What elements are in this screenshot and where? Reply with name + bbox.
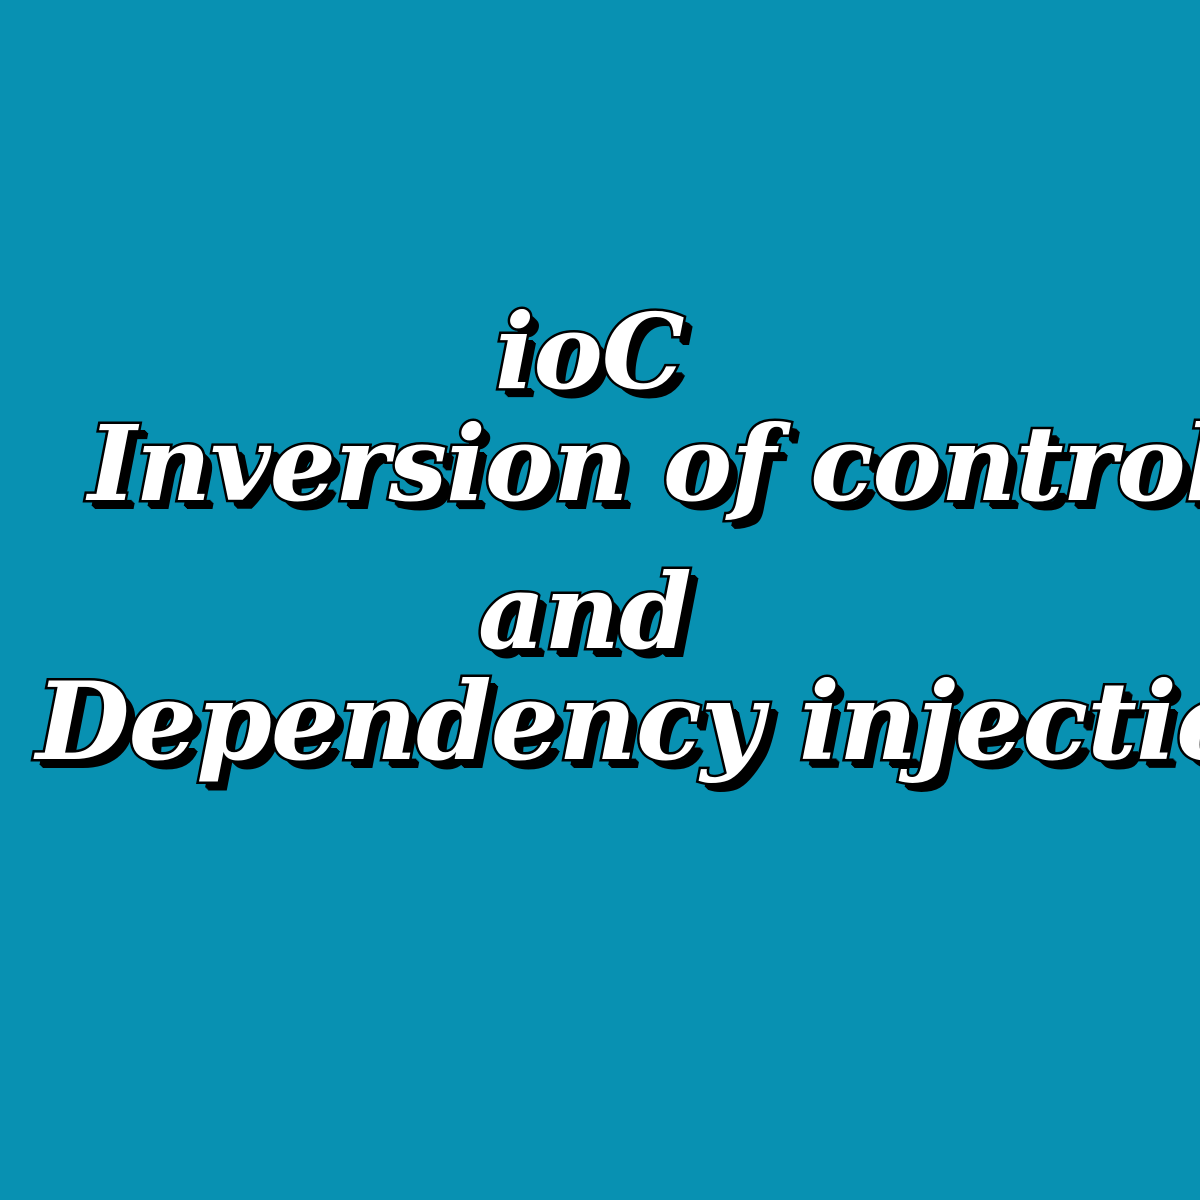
title-conjunction: and [476, 550, 695, 673]
title-abbreviation: ioC [493, 290, 688, 413]
title-dependency-injection: Dependency injection [34, 659, 1200, 785]
title-inversion-of-control: Inversion of control [85, 402, 1200, 525]
